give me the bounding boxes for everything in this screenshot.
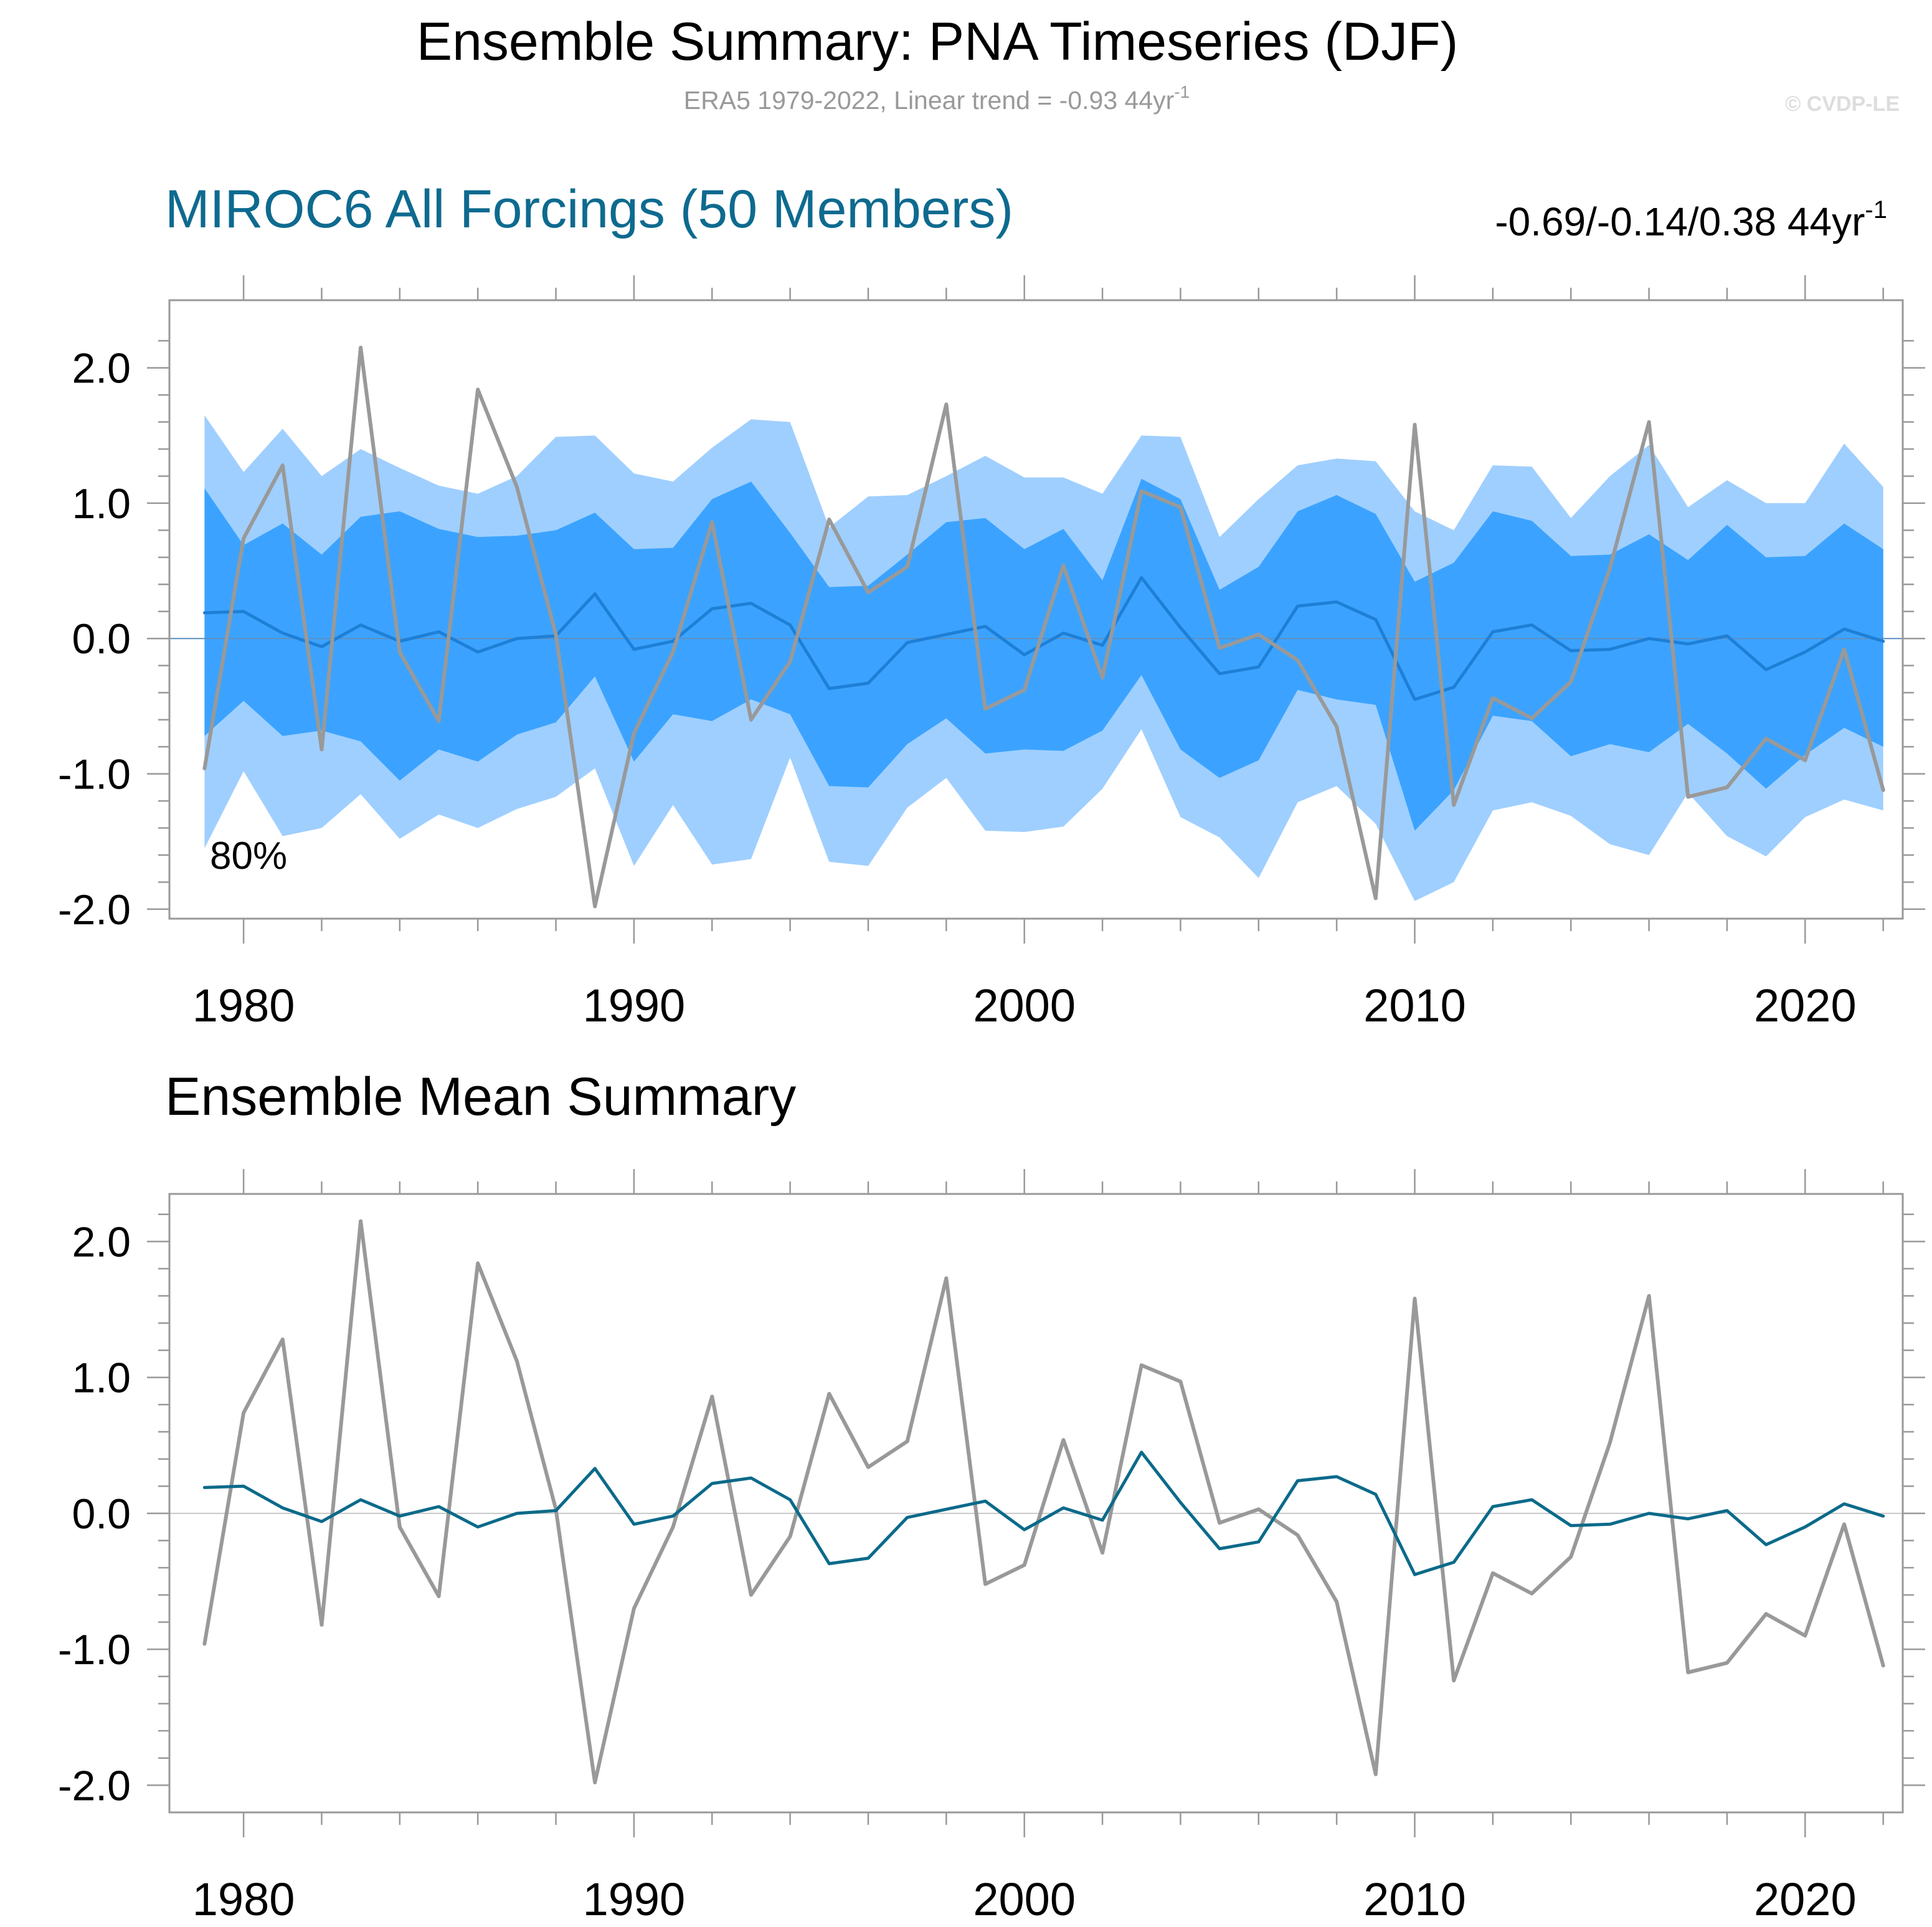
x-tick-label: 1980: [192, 980, 295, 1031]
bottom-plot-frame: [168, 1193, 1904, 1814]
y-tick-label: 0.0: [72, 615, 131, 663]
inner-percentile-band: [204, 478, 1883, 831]
subtitle-text: ERA5 1979-2022, Linear trend = -0.93 44y…: [684, 86, 1175, 115]
bottom-series-lines: [202, 1219, 1885, 1784]
x-tick-label: 2010: [1363, 980, 1466, 1031]
observed-era5-line: [202, 346, 1885, 909]
bottom-panel-plot: 2.0 1.0 0.0 -1.0 -2.0 1980 1990 2000 2010 2020: [58, 1169, 1925, 1925]
ensemble-mean-line: [202, 575, 1885, 701]
x-tick-label: 1990: [583, 1873, 686, 1925]
y-tick-label: 2.0: [72, 345, 131, 392]
y-tick-label: -1.0: [58, 751, 131, 798]
x-tick-label: 2010: [1363, 1873, 1466, 1925]
y-tick-label: 0.0: [72, 1490, 131, 1538]
band-percentile-label: 80%: [210, 835, 287, 878]
trend-text: -0.69/-0.14/0.38 44yr: [1495, 199, 1865, 244]
top-plot-frame: [168, 299, 1904, 920]
x-tick-label: 1990: [583, 980, 686, 1031]
y-tick-label: 2.0: [72, 1218, 131, 1266]
y-tick-label: 1.0: [72, 480, 131, 528]
top-axis-ticks: 2.0 1.0 0.0 -1.0 -2.0 1980 1990 2000 2010 2020: [58, 275, 1925, 1031]
y-tick-label: -2.0: [58, 886, 131, 934]
y-tick-label: -2.0: [58, 1762, 131, 1809]
top-panel-title: MIROC6 All Forcings (50 Members): [165, 179, 1013, 239]
x-tick-label: 1980: [192, 1873, 295, 1925]
x-tick-label: 2020: [1754, 1873, 1857, 1925]
plot-frame: [168, 299, 1904, 920]
subtitle-superscript: -1: [1174, 82, 1190, 102]
trend-superscript: -1: [1865, 196, 1887, 224]
y-tick-label: -1.0: [58, 1626, 131, 1674]
bottom-axis-ticks: 2.0 1.0 0.0 -1.0 -2.0 1980 1990 2000 2010 2020: [58, 1169, 1925, 1925]
x-tick-label: 2000: [973, 980, 1076, 1031]
plot-frame: [168, 1193, 1904, 1814]
figure-subtitle: ERA5 1979-2022, Linear trend = -0.93 44y…: [684, 82, 1190, 115]
observed-era5-line: [202, 1219, 1885, 1784]
bottom-panel-title: Ensemble Mean Summary: [165, 1067, 796, 1127]
ensemble-mean-line: [202, 1451, 1885, 1576]
x-tick-label: 2000: [973, 1873, 1076, 1925]
credit-watermark: © CVDP-LE: [1785, 92, 1900, 116]
top-panel-trend: -0.69/-0.14/0.38 44yr-1: [1495, 196, 1887, 244]
x-tick-label: 2020: [1754, 980, 1857, 1031]
y-tick-label: 1.0: [72, 1355, 131, 1402]
top-panel-plot: 2.0 1.0 0.0 -1.0 -2.0 1980 1990 2000 2010 2020 80…: [58, 275, 1925, 1031]
figure-title: Ensemble Summary: PNA Timeseries (DJF): [417, 12, 1459, 72]
top-series-lines: [202, 346, 1885, 909]
